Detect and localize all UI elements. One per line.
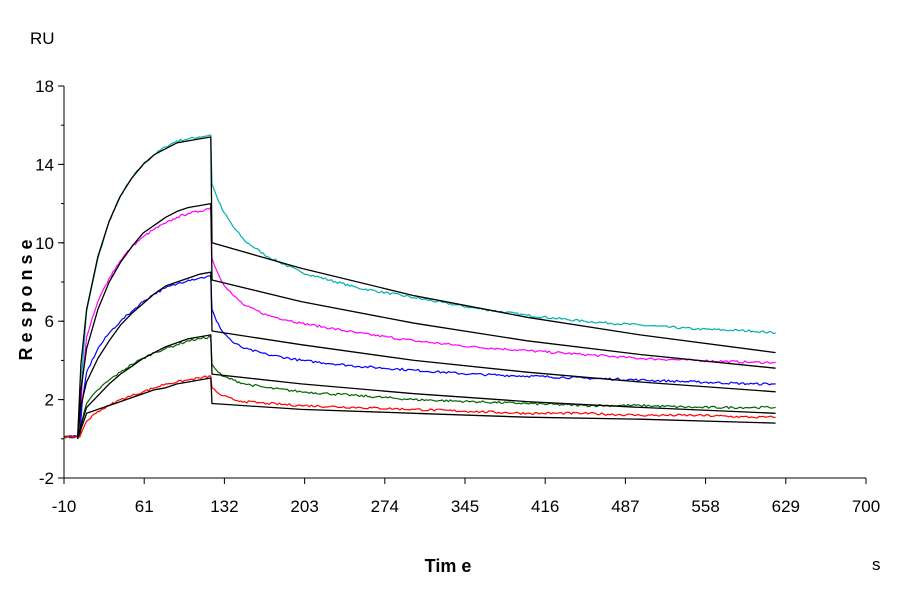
y-tick-label: 10 (35, 234, 54, 253)
x-axis-title: Tim e (425, 556, 472, 576)
fit-curve-line (76, 377, 776, 440)
x-tick-label: 274 (371, 497, 399, 516)
y-tick-label: 18 (35, 77, 54, 96)
y-unit-label: RU (30, 29, 55, 48)
x-tick-label: 203 (290, 497, 318, 516)
x-tick-label: 558 (691, 497, 719, 516)
x-tick-label: 700 (852, 497, 880, 516)
x-tick-label: 487 (611, 497, 639, 516)
measured-curve-line (63, 375, 776, 439)
x-tick-label: 629 (772, 497, 800, 516)
ticks-layer: -10 61 132 203 274 345 416 487 558 629 700 -2 2 6 10 14… (35, 77, 880, 516)
y-tick-label: 6 (45, 312, 54, 331)
x-unit-label: s (872, 555, 881, 574)
y-tick-label: -2 (39, 469, 54, 488)
measured-curve-line (63, 275, 776, 439)
measured-curve-line (63, 206, 776, 439)
fit-curve-line (76, 334, 776, 439)
fit-curve-line (76, 271, 776, 439)
fit-curve-line (76, 136, 776, 439)
fit-curve-line (76, 202, 776, 439)
y-tick-label: 14 (35, 155, 54, 174)
x-tick-label: 132 (210, 497, 238, 516)
y-tick-label: 2 (45, 391, 54, 410)
measured-curve-line (63, 134, 776, 439)
x-tick-label: -10 (52, 497, 77, 516)
x-tick-label: 416 (531, 497, 559, 516)
y-axis-title: R e s p o n s e (16, 239, 36, 360)
x-tick-label: 61 (135, 497, 154, 516)
x-tick-label: 345 (451, 497, 479, 516)
measured-curve-line (63, 335, 776, 439)
series-layer (63, 134, 776, 440)
